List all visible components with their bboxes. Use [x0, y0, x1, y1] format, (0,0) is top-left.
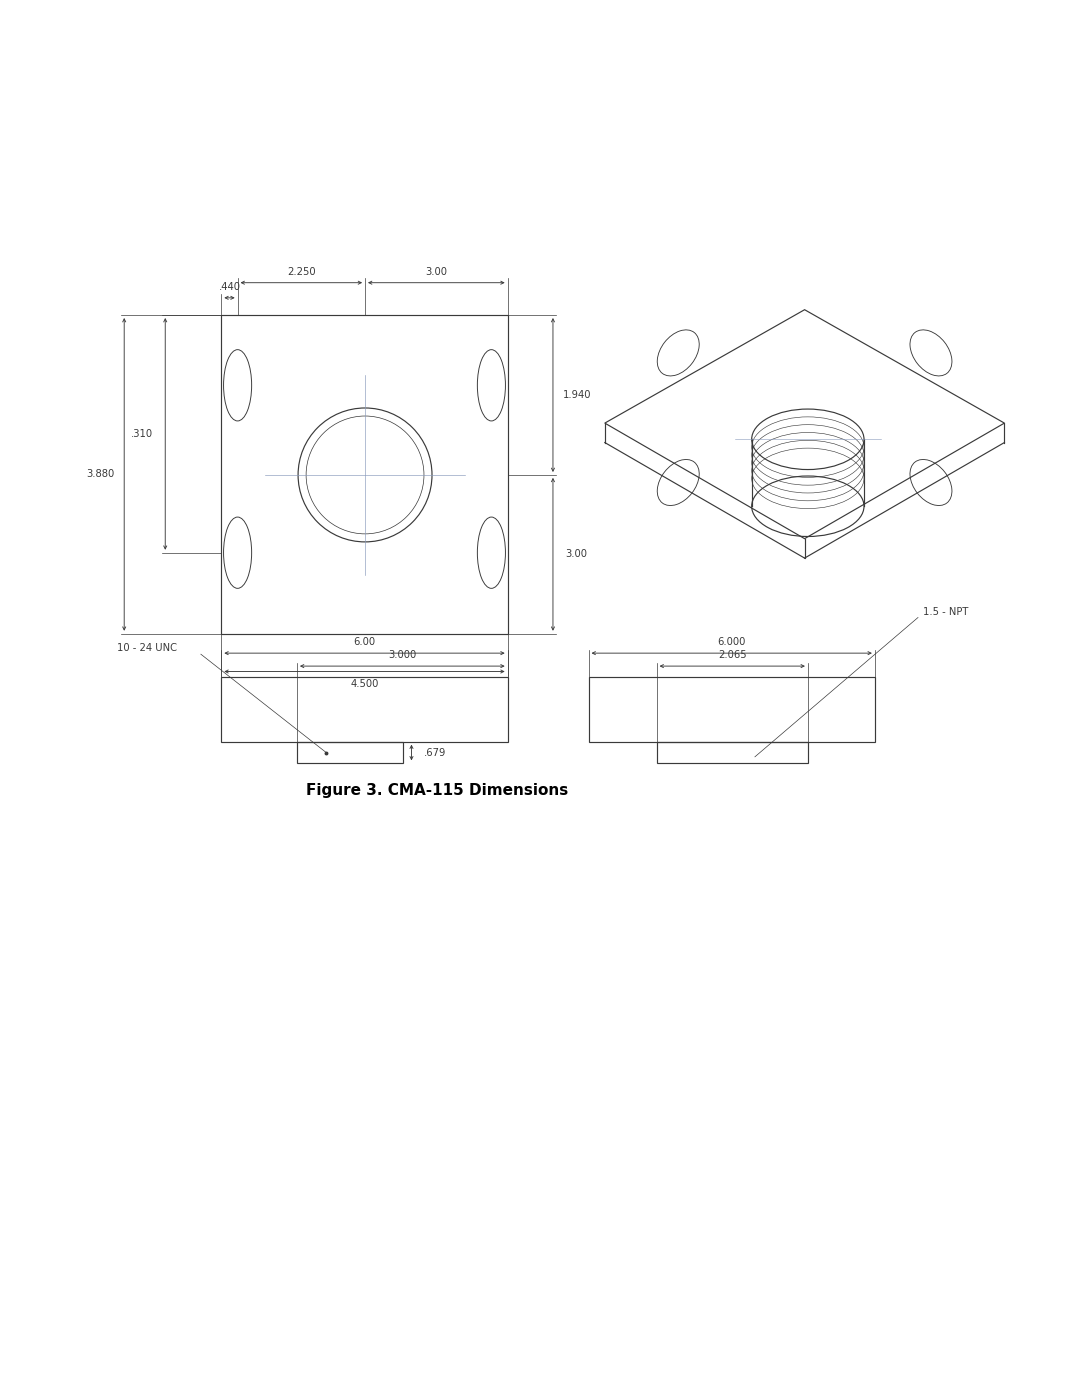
Text: .310: .310	[131, 429, 152, 439]
Text: .440: .440	[218, 282, 241, 292]
Bar	[221, 316, 508, 634]
Text: 2.250: 2.250	[287, 267, 315, 277]
Text: 3.880: 3.880	[86, 469, 114, 479]
Bar	[657, 742, 808, 763]
Text: .679: .679	[424, 747, 446, 757]
Text: 1.5 - NPT: 1.5 - NPT	[923, 608, 969, 617]
Bar	[589, 678, 875, 742]
Text: 6.000: 6.000	[717, 637, 746, 647]
Text: 10 - 24 UNC: 10 - 24 UNC	[117, 643, 177, 652]
Text: 4.500: 4.500	[350, 679, 379, 690]
Text: 2.065: 2.065	[718, 650, 746, 661]
Bar	[297, 742, 403, 763]
Text: 3.00: 3.00	[566, 549, 588, 559]
Bar	[221, 678, 508, 742]
Text: Figure 3. CMA-115 Dimensions: Figure 3. CMA-115 Dimensions	[307, 782, 568, 798]
Text: 6.00: 6.00	[353, 637, 376, 647]
Text: 3.000: 3.000	[388, 650, 417, 661]
Text: 1.940: 1.940	[563, 390, 591, 400]
Text: 3.00: 3.00	[426, 267, 447, 277]
